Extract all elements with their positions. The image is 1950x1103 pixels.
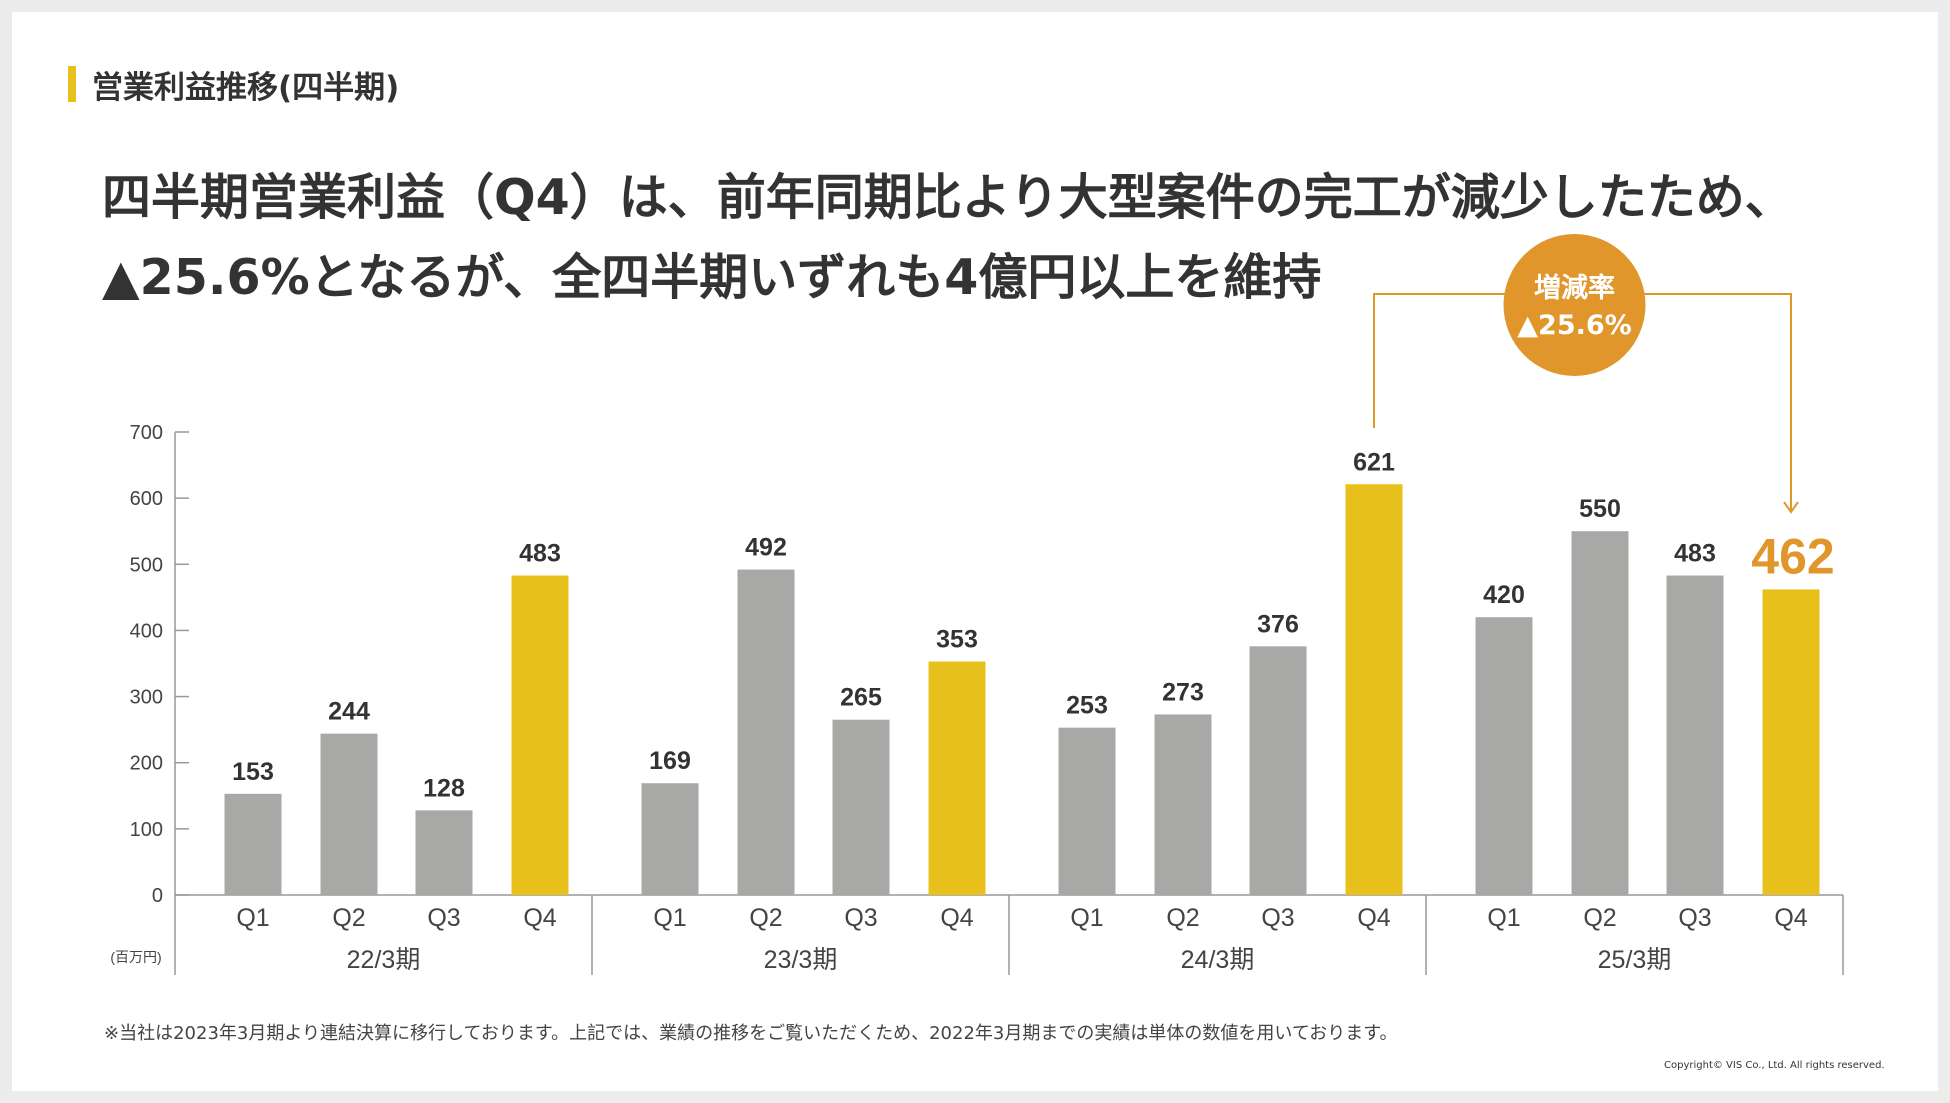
- bar-25/3期-Q3: [1666, 575, 1724, 895]
- bar-23/3期-Q1: [641, 783, 699, 895]
- headline-line-1: 四半期営業利益（Q4）は、前年同期比より大型案件の完工が減少したため、: [102, 169, 1794, 226]
- x-tick-label: Q3: [427, 904, 460, 932]
- bar-24/3期-Q2: [1154, 714, 1212, 895]
- x-tick-label: Q1: [1487, 904, 1520, 932]
- unit-label: (百万円): [110, 949, 161, 965]
- y-tick-label: 500: [130, 554, 163, 576]
- data-label: 253: [1066, 692, 1108, 720]
- x-tick-label: Q4: [940, 904, 973, 932]
- x-tick-label: Q2: [1166, 904, 1199, 932]
- period-label: 23/3期: [764, 946, 838, 974]
- section-accent-bar: [68, 66, 76, 102]
- headline-line-2: ▲25.6%となるが、全四半期いずれも4億円以上を維持: [102, 249, 1322, 306]
- data-label: 128: [423, 774, 465, 802]
- bar-22/3期-Q3: [415, 810, 473, 895]
- x-tick-label: Q1: [236, 904, 269, 932]
- y-tick-label: 100: [130, 819, 163, 841]
- y-tick-label: 600: [130, 488, 163, 510]
- bar-23/3期-Q4: [928, 661, 986, 895]
- data-label: 621: [1353, 448, 1395, 476]
- footnote: ※当社は2023年3月期より連結決算に移行しております。上記では、業績の推移をご…: [104, 1023, 1398, 1044]
- y-tick-label: 0: [152, 885, 163, 907]
- x-tick-label: Q2: [749, 904, 782, 932]
- x-tick-label: Q3: [1261, 904, 1294, 932]
- data-label: 483: [1674, 540, 1716, 568]
- bar-25/3期-Q2: [1571, 531, 1629, 895]
- connector-arrowhead: [1783, 501, 1799, 514]
- data-label: 376: [1257, 610, 1299, 638]
- data-label: 550: [1579, 495, 1621, 523]
- x-tick-label: Q4: [1357, 904, 1390, 932]
- bar-25/3期-Q1: [1475, 617, 1533, 895]
- data-label: 353: [936, 626, 978, 654]
- bar-24/3期-Q1: [1058, 727, 1116, 895]
- bar-24/3期-Q4: [1345, 484, 1403, 895]
- data-label: 483: [519, 540, 561, 568]
- headline: 四半期営業利益（Q4）は、前年同期比より大型案件の完工が減少したため、 ▲25.…: [102, 158, 1882, 318]
- x-tick-label: Q3: [1678, 904, 1711, 932]
- data-label: 492: [745, 534, 787, 562]
- data-label: 169: [649, 747, 691, 775]
- y-tick-label: 400: [130, 620, 163, 642]
- y-tick-label: 300: [130, 687, 163, 709]
- period-label: 22/3期: [347, 946, 421, 974]
- x-tick-label: Q4: [1774, 904, 1807, 932]
- y-tick-label: 700: [130, 422, 163, 444]
- data-label: 265: [840, 684, 882, 712]
- bar-22/3期-Q2: [320, 733, 378, 895]
- y-tick-label: 200: [130, 753, 163, 775]
- bar-25/3期-Q4: [1762, 589, 1820, 895]
- bar-22/3期-Q1: [224, 793, 282, 895]
- bar-24/3期-Q3: [1249, 646, 1307, 895]
- x-tick-label: Q2: [332, 904, 365, 932]
- x-tick-label: Q1: [653, 904, 686, 932]
- x-tick-label: Q2: [1583, 904, 1616, 932]
- period-label: 25/3期: [1598, 946, 1672, 974]
- change-rate-label: 増減率: [1534, 272, 1615, 304]
- change-rate-value: ▲25.6%: [1517, 310, 1631, 341]
- x-tick-label: Q3: [844, 904, 877, 932]
- data-label: 273: [1162, 678, 1204, 706]
- copyright: Copyright© VIS Co., Ltd. All rights rese…: [1664, 1060, 1885, 1071]
- data-label: 244: [328, 698, 370, 726]
- bar-22/3期-Q4: [511, 575, 569, 895]
- data-label: 420: [1483, 581, 1525, 609]
- x-tick-label: Q1: [1070, 904, 1103, 932]
- bar-23/3期-Q2: [737, 569, 795, 895]
- bar-23/3期-Q3: [832, 719, 890, 895]
- data-label-emphasized: 462: [1751, 528, 1834, 584]
- data-label: 153: [232, 758, 274, 786]
- x-tick-label: Q4: [523, 904, 556, 932]
- section-title: 営業利益推移(四半期): [92, 70, 400, 106]
- period-label: 24/3期: [1181, 946, 1255, 974]
- change-rate-badge: [1503, 234, 1646, 376]
